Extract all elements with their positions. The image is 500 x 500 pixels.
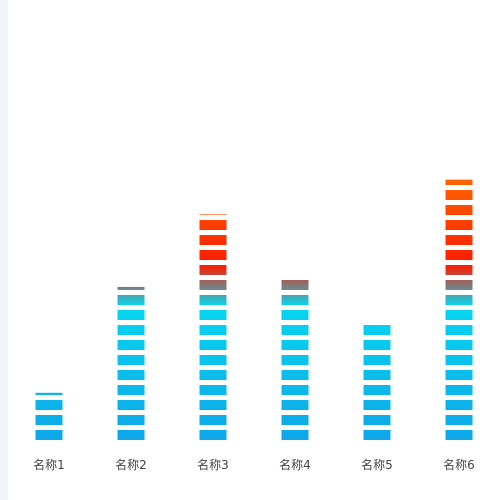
bar-4[interactable] [281,276,309,445]
x-tick-label-6: 名称6 [443,457,475,472]
bar-2[interactable] [117,286,145,445]
bar-5[interactable] [363,320,391,445]
bar-6[interactable] [445,179,473,445]
x-tick-label-2: 名称2 [115,457,147,472]
bar-1[interactable] [35,392,63,445]
bars-layer [35,179,473,445]
left-rail [0,0,8,500]
x-tick-label-1: 名称1 [33,457,65,472]
bar-3[interactable] [199,214,227,445]
x-axis-labels: 名称1 名称2 名称3 名称4 名称5 名称6 [33,457,475,472]
x-tick-label-5: 名称5 [361,457,393,472]
x-tick-label-4: 名称4 [279,457,311,472]
x-tick-label-3: 名称3 [197,457,229,472]
